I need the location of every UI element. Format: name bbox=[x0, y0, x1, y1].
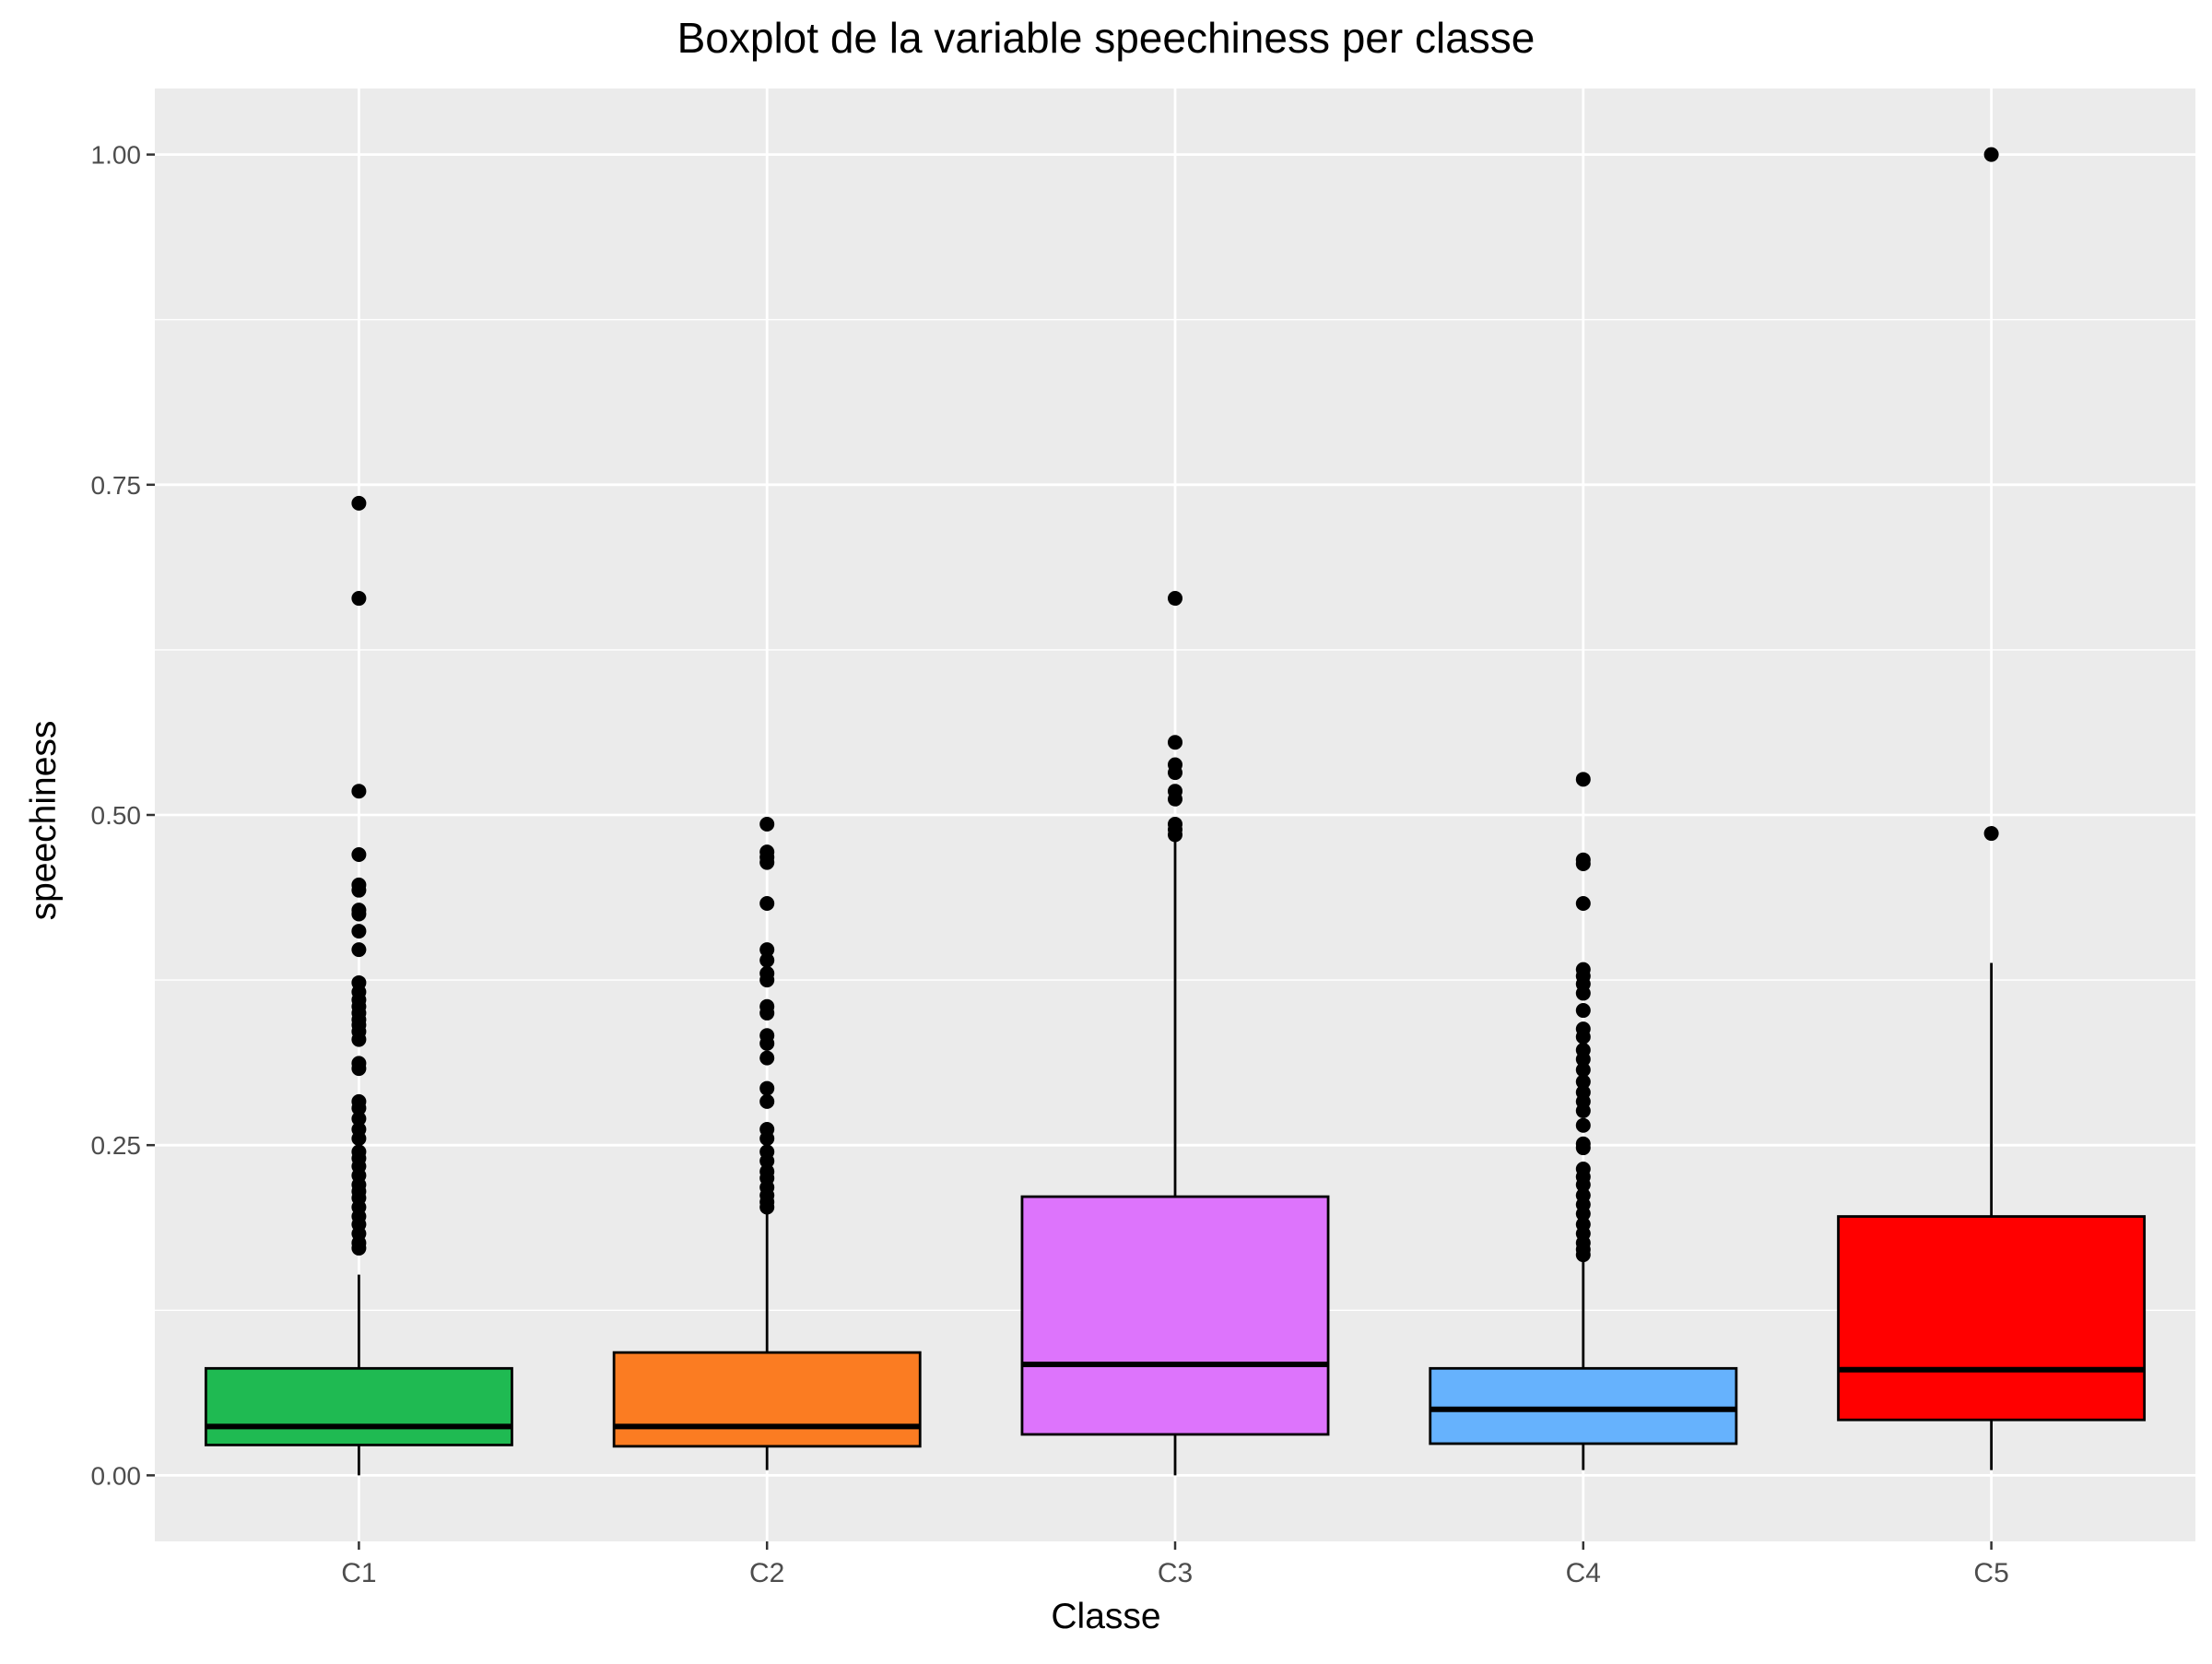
outlier-point-c1 bbox=[351, 1032, 367, 1047]
outlier-point-c3 bbox=[1168, 735, 1182, 750]
y-tick-label: 0.50 bbox=[91, 801, 142, 830]
y-tick-label: 0.25 bbox=[91, 1131, 142, 1160]
outlier-point-c2 bbox=[759, 817, 775, 832]
chart-title: Boxplot de la variable speechiness per c… bbox=[677, 14, 1535, 62]
x-tick-label: C3 bbox=[1158, 1558, 1193, 1588]
y-tick-label: 1.00 bbox=[91, 141, 142, 170]
outlier-point-c1 bbox=[351, 784, 367, 799]
outlier-point-c3 bbox=[1168, 765, 1182, 781]
outlier-point-c2 bbox=[759, 973, 775, 988]
outlier-point-c1 bbox=[351, 591, 367, 607]
outlier-point-c4 bbox=[1575, 1029, 1591, 1044]
outlier-point-c1 bbox=[351, 846, 367, 862]
outlier-point-c4 bbox=[1575, 1177, 1591, 1193]
outlier-point-c5 bbox=[1983, 147, 1999, 162]
box-c5 bbox=[1837, 1215, 2147, 1422]
outlier-point-c2 bbox=[759, 1035, 775, 1051]
y-tick-label: 0.00 bbox=[91, 1461, 142, 1490]
outlier-point-c2 bbox=[759, 1131, 775, 1147]
outlier-point-c2 bbox=[759, 1080, 775, 1096]
outlier-point-c4 bbox=[1575, 1206, 1591, 1221]
outlier-point-c2 bbox=[759, 1199, 775, 1215]
outlier-point-c3 bbox=[1168, 827, 1182, 843]
outlier-point-c2 bbox=[759, 1005, 775, 1021]
y-tick-label: 0.75 bbox=[91, 471, 142, 500]
outlier-point-c1 bbox=[351, 1111, 367, 1127]
outlier-point-c1 bbox=[351, 1131, 367, 1147]
outlier-point-c1 bbox=[351, 942, 367, 958]
outlier-point-c2 bbox=[759, 1050, 775, 1066]
outlier-point-c5 bbox=[1983, 826, 1999, 842]
outlier-point-c1 bbox=[351, 1061, 367, 1077]
box-c3 bbox=[1020, 1195, 1330, 1436]
outlier-point-c3 bbox=[1168, 791, 1182, 807]
x-tick-label: C1 bbox=[341, 1558, 376, 1588]
outlier-point-c1 bbox=[351, 882, 367, 898]
outlier-point-c4 bbox=[1575, 1062, 1591, 1078]
y-axis-title: speechiness bbox=[24, 720, 64, 921]
outlier-point-c4 bbox=[1575, 1103, 1591, 1118]
outlier-point-c2 bbox=[759, 895, 775, 911]
outlier-point-c4 bbox=[1575, 856, 1591, 872]
outlier-point-c1 bbox=[351, 924, 367, 939]
outlier-point-c1 bbox=[351, 1101, 367, 1116]
outlier-point-c4 bbox=[1575, 1117, 1591, 1133]
outlier-point-c3 bbox=[1168, 591, 1182, 607]
outlier-point-c1 bbox=[351, 1240, 367, 1256]
box-c4 bbox=[1429, 1366, 1738, 1446]
outlier-point-c4 bbox=[1575, 1052, 1591, 1068]
outlier-point-c4 bbox=[1575, 1140, 1591, 1156]
outlier-point-c2 bbox=[759, 1093, 775, 1109]
outlier-point-c1 bbox=[351, 906, 367, 922]
outlier-point-c1 bbox=[351, 495, 367, 511]
outlier-point-c4 bbox=[1575, 772, 1591, 787]
outlier-point-c4 bbox=[1575, 1247, 1591, 1263]
outlier-point-c4 bbox=[1575, 895, 1591, 911]
box-c1 bbox=[204, 1366, 513, 1446]
outlier-point-c2 bbox=[759, 942, 775, 958]
outlier-point-c2 bbox=[759, 1153, 775, 1169]
x-tick-label: C5 bbox=[1973, 1558, 2008, 1588]
x-tick-label: C2 bbox=[749, 1558, 784, 1588]
outlier-point-c4 bbox=[1575, 1074, 1591, 1090]
outlier-point-c4 bbox=[1575, 1003, 1591, 1019]
x-tick-label: C4 bbox=[1566, 1558, 1601, 1588]
outlier-point-c2 bbox=[759, 855, 775, 870]
outlier-point-c2 bbox=[759, 952, 775, 968]
box-c2 bbox=[612, 1351, 922, 1448]
x-axis-title: Classe bbox=[1051, 1597, 1161, 1636]
outlier-point-c4 bbox=[1575, 985, 1591, 1001]
